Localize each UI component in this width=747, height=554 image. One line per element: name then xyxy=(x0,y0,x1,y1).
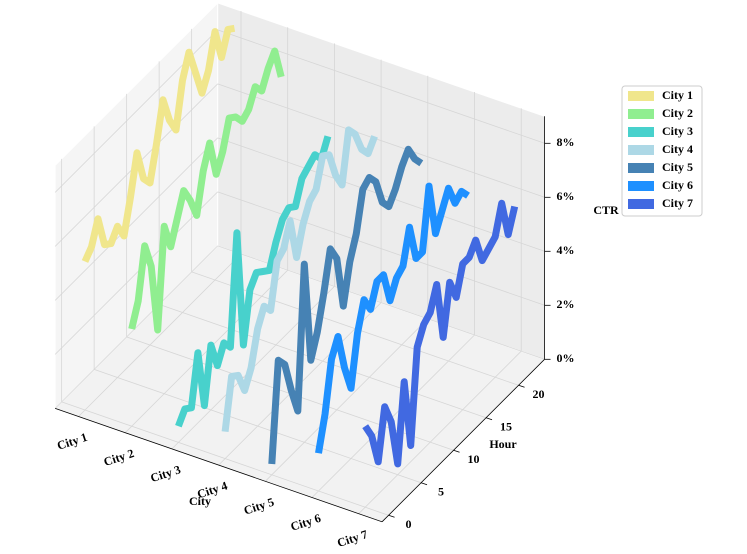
legend-label: City 6 xyxy=(662,178,693,192)
legend-label: City 1 xyxy=(662,88,693,102)
series-line xyxy=(362,199,519,468)
series-line xyxy=(81,24,236,263)
tick-mark xyxy=(485,417,493,421)
series-line xyxy=(128,47,285,334)
hour-tick-label: 15 xyxy=(500,420,512,434)
ctr-tick-label: 0% xyxy=(557,351,575,365)
hour-tick-label: 5 xyxy=(438,485,444,499)
grid-line xyxy=(94,369,422,484)
city-axis-label: City xyxy=(189,494,211,508)
legend-swatch xyxy=(628,145,654,155)
x-tick-label: City 6 xyxy=(289,511,323,534)
legend: City 1 City 2 City 3 City 4 City 5 City 6 City… xyxy=(621,85,703,217)
lines xyxy=(81,24,519,468)
x-tick-label: City 5 xyxy=(242,495,276,518)
legend-label: City 4 xyxy=(662,142,693,156)
legend-label: City 5 xyxy=(662,160,693,174)
grid-line xyxy=(61,401,389,516)
legend-swatch xyxy=(628,181,654,191)
grid-line xyxy=(358,350,522,514)
tick-mark xyxy=(453,449,460,453)
x-tick-label: City 7 xyxy=(335,527,369,550)
legend-swatch xyxy=(628,91,654,101)
series-line xyxy=(268,145,424,465)
legend-label: City 7 xyxy=(662,196,693,210)
hour-axis-label: Hour xyxy=(489,437,517,451)
hour-axis-line xyxy=(381,359,545,523)
tick-mark xyxy=(420,482,428,486)
legend-swatch xyxy=(628,199,654,209)
grid-line xyxy=(54,137,218,301)
grid-line xyxy=(217,191,545,306)
hour-tick-label: 0 xyxy=(406,517,412,531)
ctr-tick-label: 2% xyxy=(557,297,575,311)
grid-line xyxy=(217,83,545,198)
city-axis-line xyxy=(55,408,383,523)
grid-line xyxy=(311,334,475,498)
ctr-axis-label: CTR xyxy=(593,203,619,217)
tick-mark xyxy=(518,384,525,388)
x-tick-label: City 3 xyxy=(149,462,183,485)
ctr-tick-label: 6% xyxy=(557,189,575,203)
hour-tick-label: 10 xyxy=(468,452,480,466)
legend-label: City 3 xyxy=(662,124,693,138)
x-tick-label: City 1 xyxy=(55,430,89,453)
legend-swatch xyxy=(628,163,654,173)
ctr-tick-label: 4% xyxy=(557,243,575,257)
grid-line xyxy=(54,191,218,355)
grid-line xyxy=(265,318,429,482)
tick-mark xyxy=(388,514,395,518)
grid-line xyxy=(159,304,487,419)
series-line xyxy=(175,135,332,428)
series-line xyxy=(221,126,378,433)
grid-line xyxy=(124,269,288,433)
grid-line xyxy=(78,253,242,417)
x-tick-label: City 2 xyxy=(102,446,136,469)
series-line xyxy=(315,182,470,454)
grid-line xyxy=(54,245,218,409)
legend-swatch xyxy=(628,109,654,119)
ctr-tick-label: 8% xyxy=(557,135,575,149)
legend-swatch xyxy=(628,127,654,137)
legend-label: City 2 xyxy=(662,106,693,120)
hour-tick-label: 20 xyxy=(533,387,545,401)
